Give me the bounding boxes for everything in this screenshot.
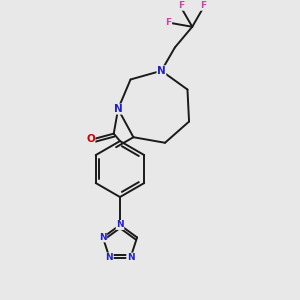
Text: N: N <box>157 66 166 76</box>
Text: N: N <box>127 253 134 262</box>
Text: F: F <box>200 1 206 10</box>
Text: N: N <box>99 233 107 242</box>
Text: N: N <box>106 253 113 262</box>
Text: O: O <box>86 134 95 144</box>
Text: N: N <box>114 104 122 114</box>
Text: F: F <box>166 19 172 28</box>
Text: N: N <box>116 220 124 230</box>
Text: F: F <box>178 1 184 10</box>
